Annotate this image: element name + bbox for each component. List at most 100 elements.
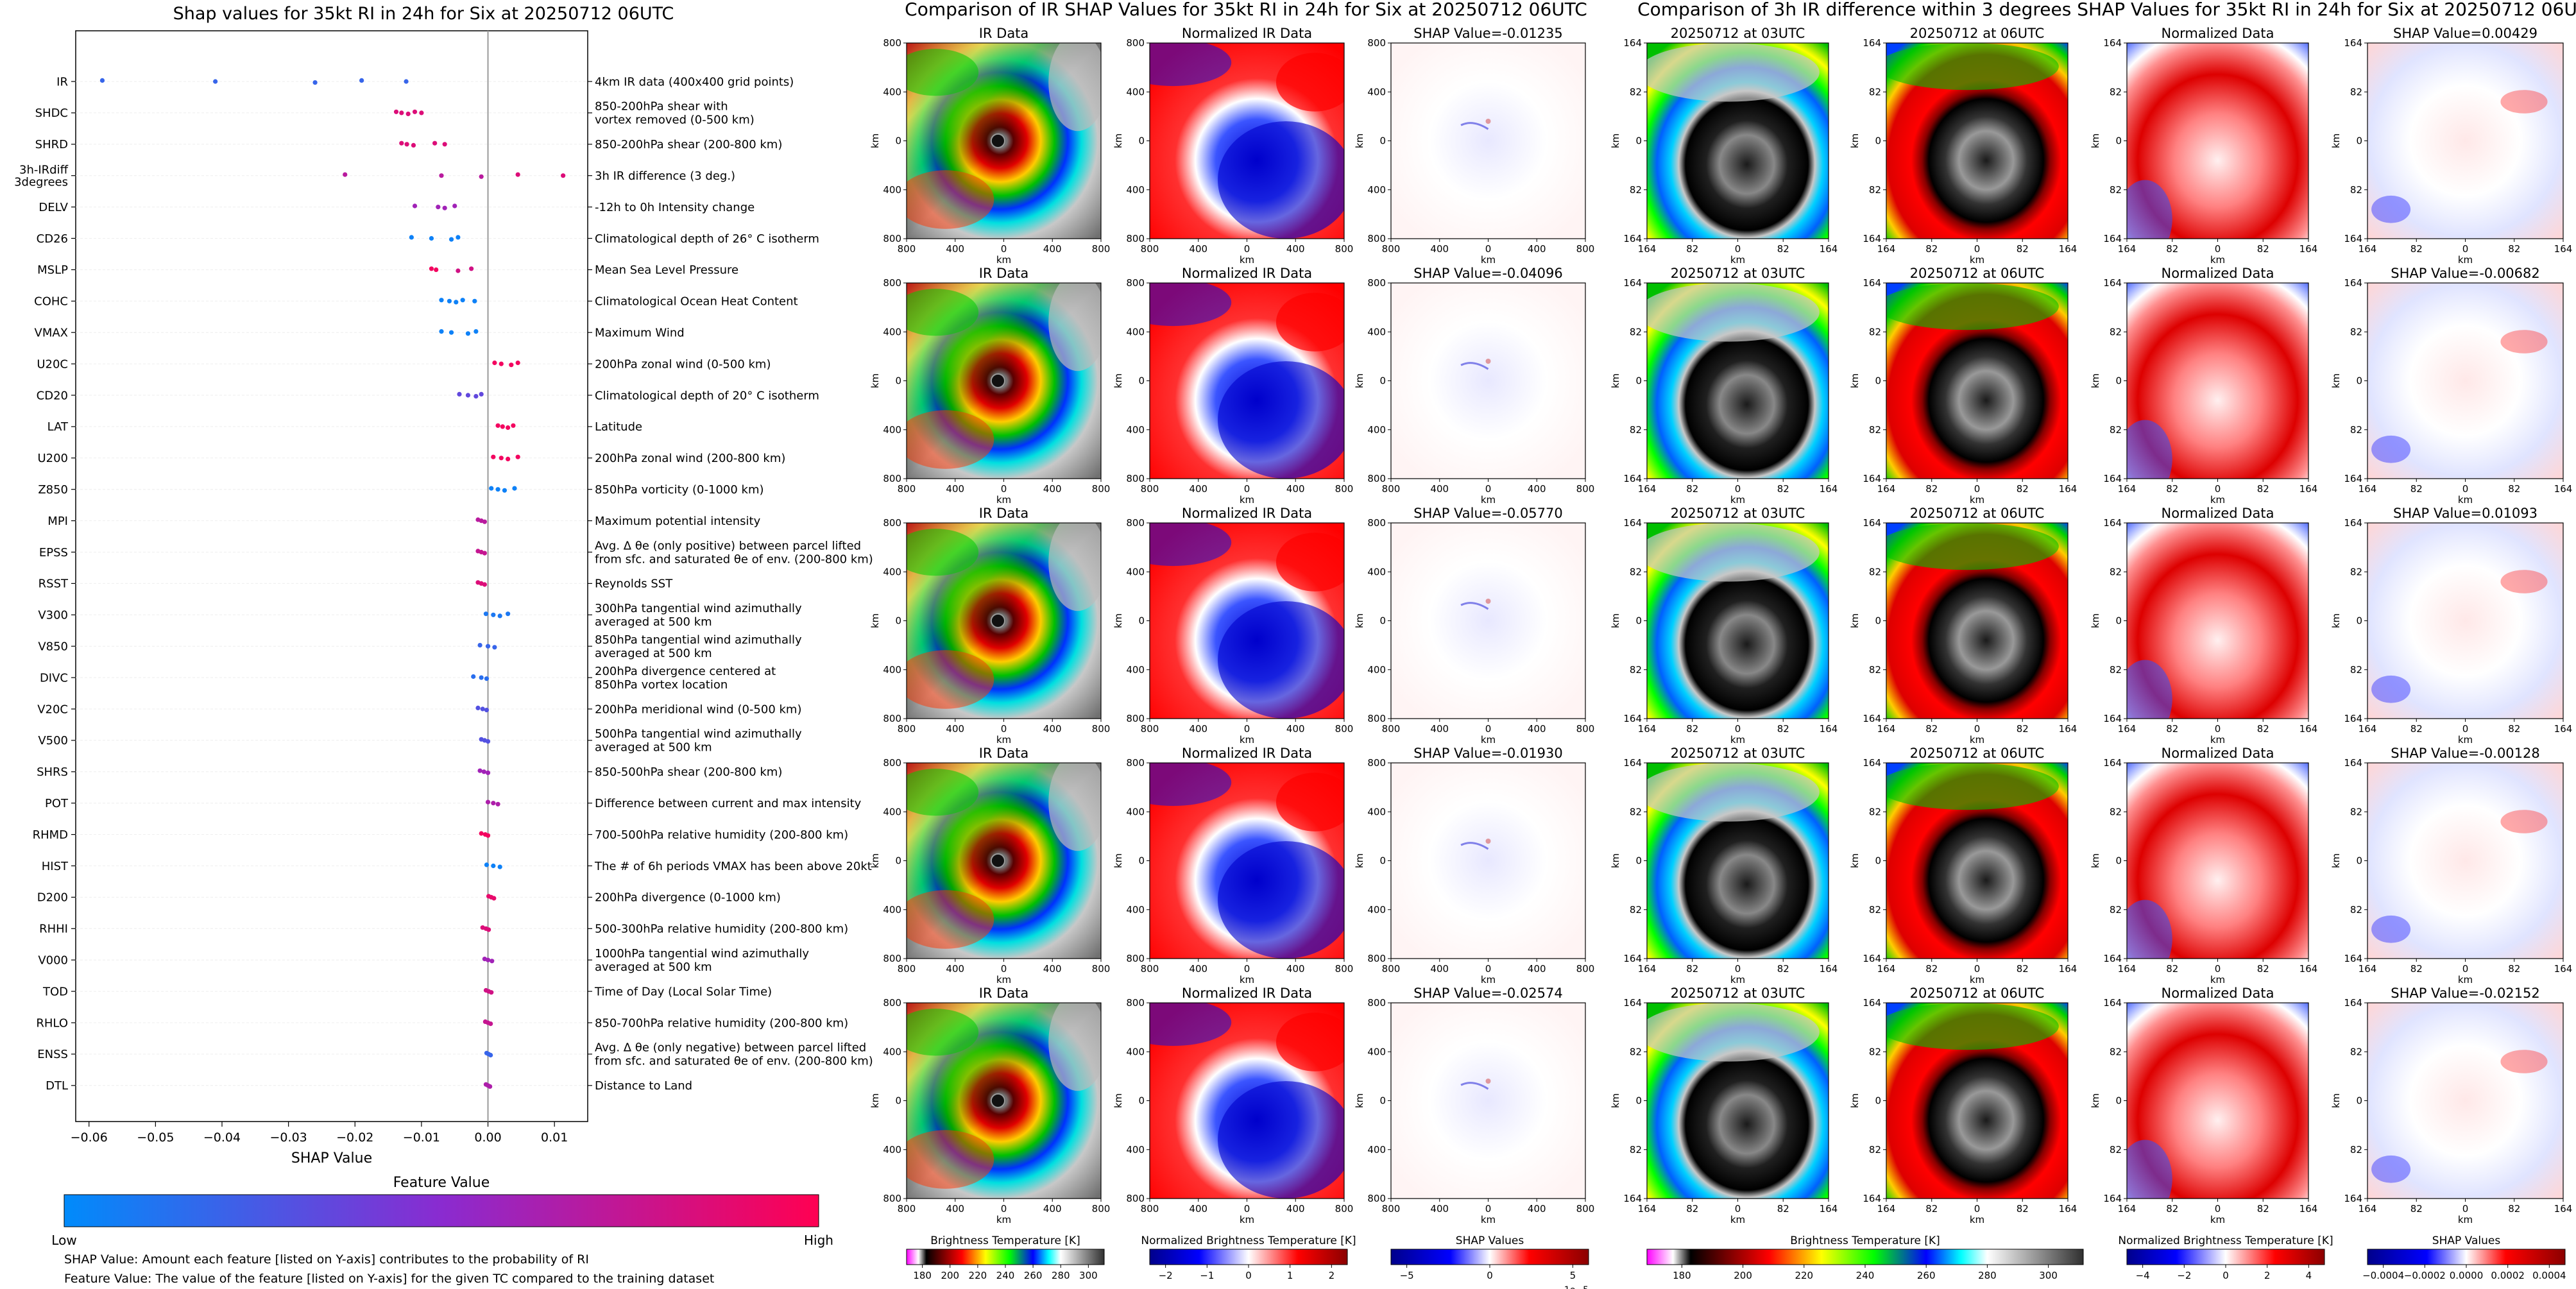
feature-description: Reynolds SST [595,577,673,591]
y-tick-label: 0 [1138,375,1145,387]
y-tick-label: 400 [1126,806,1145,817]
panel-image [1886,283,2068,479]
shap-point [491,863,496,869]
x-axis-label: km [996,254,1011,266]
x-tick-label: 82 [2508,963,2520,975]
x-tick-label: 800 [1576,963,1595,975]
feature-description: 850-200hPa shear (200-800 km) [595,138,782,151]
y-tick-label: 0 [1379,615,1386,627]
panel-image [1647,1003,1829,1199]
x-tick-label: 164 [1877,963,1896,975]
ir-colorbars: Brightness Temperature [K]180 200 220 240 26… [906,1234,1589,1289]
x-tick-label: 0 [1485,1203,1492,1215]
shap-point [495,423,500,428]
shap-point [439,173,444,178]
panel-title: 20250712 at 03UTC [1671,746,1805,761]
x-tick-label: 82 [2017,963,2029,975]
shap-point [485,799,491,805]
x-tick-label: 800 [898,483,916,495]
x-tick-label: 0 [2462,243,2469,255]
panel-title: 20250712 at 03UTC [1671,506,1805,521]
shap-point [500,424,505,429]
y-tick-label: 400 [1367,86,1386,98]
feature-description: Time of Day (Local Solar Time) [594,985,772,998]
y-tick-label: 400 [1367,1046,1386,1057]
feature-label: LAT [47,420,69,434]
shap-point [484,708,490,713]
diff-grid-title: Comparison of 3h IR difference within 3 … [1637,0,2576,20]
colorbar-tick-label: −2 [1159,1270,1173,1281]
x-tick-label: 0 [2462,483,2469,495]
y-axis-label: km [2330,373,2342,388]
x-tick-label: 400 [1528,243,1546,255]
x-tick-label: 0 [1244,243,1250,255]
feature-description: Avg. Δ θe (only positive) between parcel… [595,539,861,552]
x-tick-label: 800 [1382,1203,1401,1215]
y-tick-label: 82 [1869,424,1881,436]
x-tick-label: 82 [1777,1203,1789,1215]
feature-description: 3h IR difference (3 deg.) [595,169,735,183]
panel-image [1886,523,2068,719]
x-tick-label: 400 [1430,723,1449,735]
feature-description: 850-500hPa shear (200-800 km) [595,765,782,779]
x-tick-label: 82 [2410,1203,2423,1215]
colorbar-tick-label: 180 [913,1270,932,1281]
x-tick-label: 800 [1141,963,1159,975]
y-axis-label: km [1849,133,1861,148]
colorbar-strip [906,1249,1105,1265]
y-tick-label: 164 [2344,713,2362,724]
x-tick-label: 0 [1485,243,1492,255]
y-tick-label: 82 [2350,566,2362,577]
colorbar-tick-label: −0.0002 [2404,1270,2446,1281]
panel-image [2127,523,2308,719]
shap-point [343,172,348,177]
x-tick-label: 164 [1820,723,1838,735]
x-tick-label: 164 [1638,963,1657,975]
x-tick-label: 164 [1820,1203,1838,1215]
y-tick-label: 800 [883,277,901,289]
feature-label: RSST [38,577,69,591]
feature-description: vortex removed (0-500 km) [595,114,755,127]
feature-description: Avg. Δ θe (only negative) between parcel… [595,1041,866,1055]
y-tick-label: 82 [2350,1144,2362,1156]
y-tick-label: 82 [2110,566,2122,577]
x-tick-label: 400 [946,963,964,975]
feature-label: U20C [37,357,68,371]
y-tick-label: 400 [883,326,901,337]
shap-point [515,360,520,366]
feature-description: 500-300hPa relative humidity (200-800 km… [595,923,848,936]
colorbar: SHAP Values −0.0004 −0.0002 0.0000 0.0002 0.0… [2362,1234,2566,1281]
shap-point [434,267,439,272]
y-axis-label: km [1354,133,1365,148]
y-axis-label: km [2090,613,2101,628]
panel-title: IR Data [979,986,1029,1001]
x-tick-label: 82 [2508,723,2520,735]
x-tick-label: 82 [2508,1203,2520,1215]
y-tick-label: 164 [2103,1193,2122,1204]
shap-point [484,676,490,681]
feature-description: 850hPa vortex location [595,678,728,692]
shap-point [488,1084,493,1089]
shap-point [404,142,409,147]
panel-title: SHAP Value=-0.01930 [1413,746,1563,761]
feature-label: U200 [37,452,68,465]
feature-description: averaged at 500 km [595,647,712,660]
panel-title: SHAP Value=-0.00682 [2391,266,2540,281]
x-tick-label: 0 [2462,1203,2469,1215]
x-tick-label: 800 [1382,723,1401,735]
y-tick-label: 0 [1875,375,1881,387]
y-tick-label: 0 [2115,135,2122,147]
feature-description: averaged at 500 km [595,960,712,974]
y-tick-label: 800 [1126,997,1145,1009]
y-tick-label: 0 [895,1095,901,1107]
x-tick-label: 0 [1001,483,1007,495]
y-tick-label: 800 [1126,233,1145,244]
beeswarm-title: Shap values for 35kt RI in 24h for Six a… [173,4,674,24]
x-tick-label: 0 [1001,963,1007,975]
shap-point [482,519,487,524]
y-axis-label: km [1610,373,1621,388]
shap-point [483,611,489,617]
